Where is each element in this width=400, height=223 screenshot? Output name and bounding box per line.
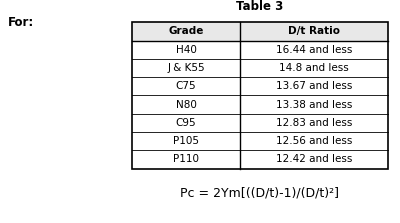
Text: H40: H40 <box>176 45 196 55</box>
Text: C95: C95 <box>176 118 196 128</box>
Text: P110: P110 <box>173 155 199 164</box>
Text: For:: For: <box>8 16 34 29</box>
Text: N80: N80 <box>176 100 196 109</box>
Text: 12.56 and less: 12.56 and less <box>276 136 352 146</box>
Text: J & K55: J & K55 <box>167 63 205 73</box>
Bar <box>132 22 388 41</box>
Text: C75: C75 <box>176 81 196 91</box>
Text: Table 3: Table 3 <box>236 0 284 13</box>
Bar <box>132 22 388 169</box>
Text: 16.44 and less: 16.44 and less <box>276 45 352 55</box>
Text: Pc = 2Ym[((D/t)-1)/(D/t)²]: Pc = 2Ym[((D/t)-1)/(D/t)²] <box>180 186 340 199</box>
Text: 12.83 and less: 12.83 and less <box>276 118 352 128</box>
Text: 12.42 and less: 12.42 and less <box>276 155 352 164</box>
Text: 13.67 and less: 13.67 and less <box>276 81 352 91</box>
Text: Grade: Grade <box>168 27 204 36</box>
Text: P105: P105 <box>173 136 199 146</box>
Text: 13.38 and less: 13.38 and less <box>276 100 352 109</box>
Text: 14.8 and less: 14.8 and less <box>279 63 349 73</box>
Text: D/t Ratio: D/t Ratio <box>288 27 340 36</box>
